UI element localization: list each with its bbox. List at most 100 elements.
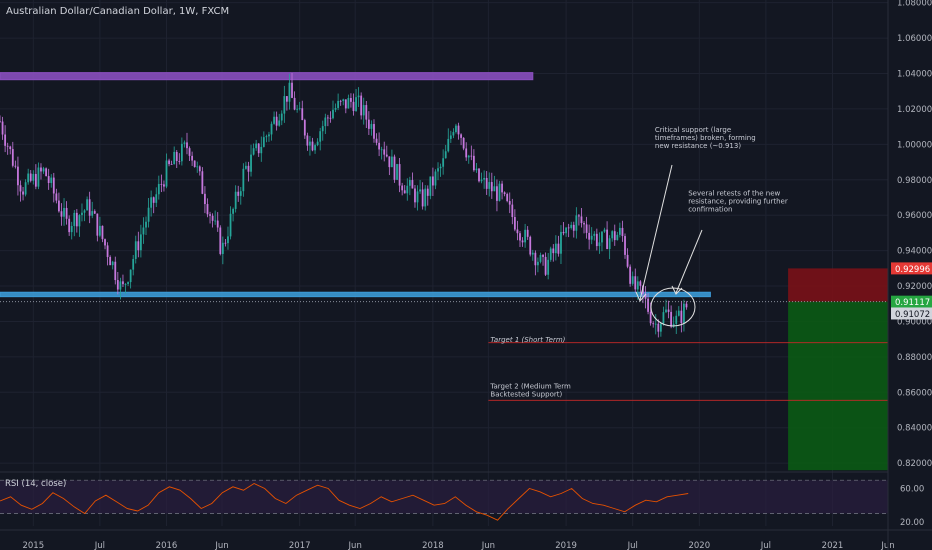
candle-body (163, 184, 165, 187)
candle-body (672, 323, 675, 327)
candle-body (298, 108, 301, 110)
candle-body (552, 248, 555, 254)
candle-body (145, 221, 147, 228)
candle-body (247, 165, 250, 172)
candle-body (501, 183, 503, 193)
candle-body (580, 216, 583, 224)
candle-body (685, 303, 688, 308)
candle-body (516, 229, 519, 234)
candle-body (116, 280, 119, 290)
candle-body (134, 241, 137, 259)
candle-body (132, 258, 135, 270)
candle-body (24, 182, 27, 195)
candle-body (342, 99, 345, 102)
candle-body (675, 315, 678, 324)
candle-body (0, 121, 1, 123)
candle-body (618, 227, 621, 235)
candle-body (168, 160, 170, 165)
candle-body (339, 100, 342, 102)
arrow-head-retests (671, 285, 683, 295)
candle-body (529, 236, 532, 255)
candle-body (127, 282, 129, 284)
candle-body (196, 166, 199, 168)
candle-body (639, 281, 642, 286)
candle-body (139, 234, 142, 251)
candle-body (109, 257, 112, 266)
candle-body (175, 151, 178, 162)
candle-body (665, 309, 667, 313)
candle-body (88, 199, 91, 216)
annotation-line: Target 1 (Short Term) (490, 336, 565, 344)
candle-body (352, 101, 355, 112)
rsi-title: RSI (14, close) (5, 479, 66, 489)
candle-body (288, 82, 291, 102)
candle-body (173, 151, 176, 165)
candle-body (560, 231, 562, 254)
candle-body (291, 82, 293, 98)
candle-body (275, 116, 278, 126)
candle-body (252, 148, 255, 155)
candle-body (662, 312, 665, 324)
candle-body (229, 213, 232, 237)
candle-body (96, 213, 99, 236)
candle-body (111, 261, 114, 266)
candle-body (245, 165, 247, 169)
candle-body (521, 240, 524, 243)
candle-body (408, 180, 411, 186)
candle-body (455, 125, 457, 133)
candle-body (14, 165, 17, 167)
candle-body (375, 138, 378, 143)
candle-body (485, 177, 488, 189)
zone-support_turned_resistance (0, 291, 711, 298)
x-tick-label: 2018 (422, 541, 444, 550)
annotation-target2: Target 2 (Medium Term Backtested Support) (489, 383, 571, 399)
candle-body (180, 143, 183, 162)
candle-body (667, 309, 670, 312)
candle-body (104, 239, 106, 246)
candle-body (654, 323, 657, 325)
candle-body (47, 176, 50, 183)
candle-body (478, 168, 480, 182)
horizontal-lines (0, 301, 888, 401)
candle-body (4, 134, 7, 146)
candle-body (270, 123, 273, 135)
candle-body (452, 132, 455, 136)
candle-body (544, 256, 547, 275)
candle-body (647, 298, 649, 312)
annotation-critical: Critical support (large timeframes) broke… (655, 126, 756, 150)
candle-body (472, 155, 475, 171)
annotation-line: Target 2 (Medium Term (489, 383, 571, 391)
rsi-panel: RSI (14, close) (0, 479, 888, 521)
candle-body (391, 156, 393, 168)
candle-body (73, 212, 76, 227)
x-tick-label: 2017 (289, 541, 311, 550)
candle-body (201, 171, 204, 194)
candle-body (129, 269, 132, 283)
candle-body (642, 285, 644, 294)
candle-body (9, 146, 12, 150)
y-tick-label: 0.84000 (897, 424, 932, 434)
candle-body (81, 212, 83, 216)
candle-body (70, 226, 73, 233)
candle-body (373, 124, 375, 139)
candle-body (562, 231, 565, 234)
candle-body (204, 193, 206, 205)
candle-body (273, 116, 275, 124)
y-tick-label: 0.88000 (897, 353, 932, 363)
candle-body (442, 158, 445, 167)
candle-body (537, 261, 539, 266)
candle-body (186, 142, 188, 149)
candle-body (34, 173, 37, 187)
candle-body (150, 197, 153, 208)
candle-body (539, 254, 542, 262)
candle-body (355, 97, 357, 112)
symbol-title: Australian Dollar/Canadian Dollar, 1W, F… (6, 6, 229, 17)
zones (0, 72, 888, 471)
candle-body (332, 109, 334, 119)
candle-body (385, 154, 388, 157)
candle-body (554, 243, 557, 254)
candle-body (147, 207, 150, 222)
